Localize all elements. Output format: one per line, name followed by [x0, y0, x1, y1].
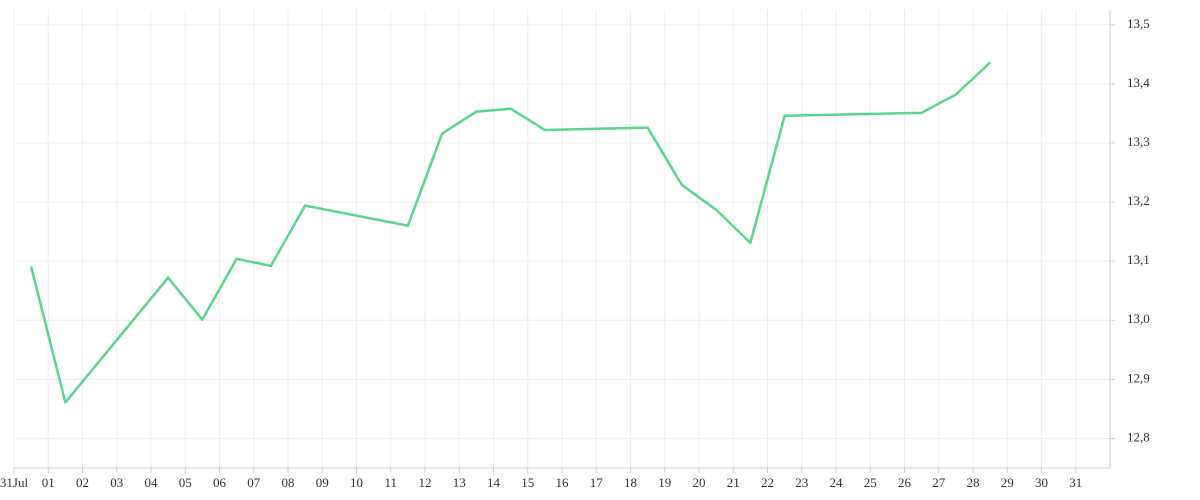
x-tick-label: 19 [658, 475, 671, 490]
x-tick-label: 31 [1069, 475, 1082, 490]
x-tick-label: 31Jul [0, 475, 28, 490]
x-tick-label: 11 [384, 475, 397, 490]
x-tick-label: 07 [247, 475, 261, 490]
x-tick-label: 21 [727, 475, 740, 490]
x-tick-label: 20 [693, 475, 706, 490]
x-tick-label: 06 [213, 475, 227, 490]
x-tick-label: 15 [521, 475, 534, 490]
data-line [29, 61, 991, 404]
x-tick-label: 13 [453, 475, 466, 490]
x-tick-label: 27 [932, 475, 946, 490]
x-tick-label: 29 [1001, 475, 1014, 490]
x-tick-label: 08 [282, 475, 295, 490]
x-tick-label: 02 [76, 475, 89, 490]
x-tick-label: 17 [590, 475, 604, 490]
x-tick-label: 28 [967, 475, 980, 490]
x-tick-label: 16 [556, 475, 570, 490]
y-tick-label: 12,9 [1127, 370, 1150, 385]
y-tick-label: 12,8 [1127, 429, 1150, 444]
x-tick-label: 09 [316, 475, 329, 490]
y-tick-label: 13,1 [1127, 252, 1150, 267]
x-tick-label: 18 [624, 475, 637, 490]
x-tick-label: 23 [795, 475, 808, 490]
y-tick-label: 13,3 [1127, 134, 1150, 149]
x-tick-label: 01 [42, 475, 55, 490]
x-tick-label: 12 [419, 475, 432, 490]
x-tick-label: 04 [145, 475, 159, 490]
x-tick-label: 03 [110, 475, 123, 490]
y-tick-label: 13,4 [1127, 75, 1150, 90]
y-tick-label: 13,5 [1127, 16, 1150, 31]
y-tick-label: 13,0 [1127, 311, 1150, 326]
x-tick-label: 30 [1035, 475, 1048, 490]
x-tick-label: 14 [487, 475, 501, 490]
x-tick-label: 24 [830, 475, 844, 490]
x-tick-label: 22 [761, 475, 774, 490]
x-tick-label: 10 [350, 475, 363, 490]
x-tick-label: 26 [898, 475, 912, 490]
x-tick-label: 25 [864, 475, 877, 490]
y-tick-label: 13,2 [1127, 193, 1150, 208]
x-tick-label: 05 [179, 475, 192, 490]
